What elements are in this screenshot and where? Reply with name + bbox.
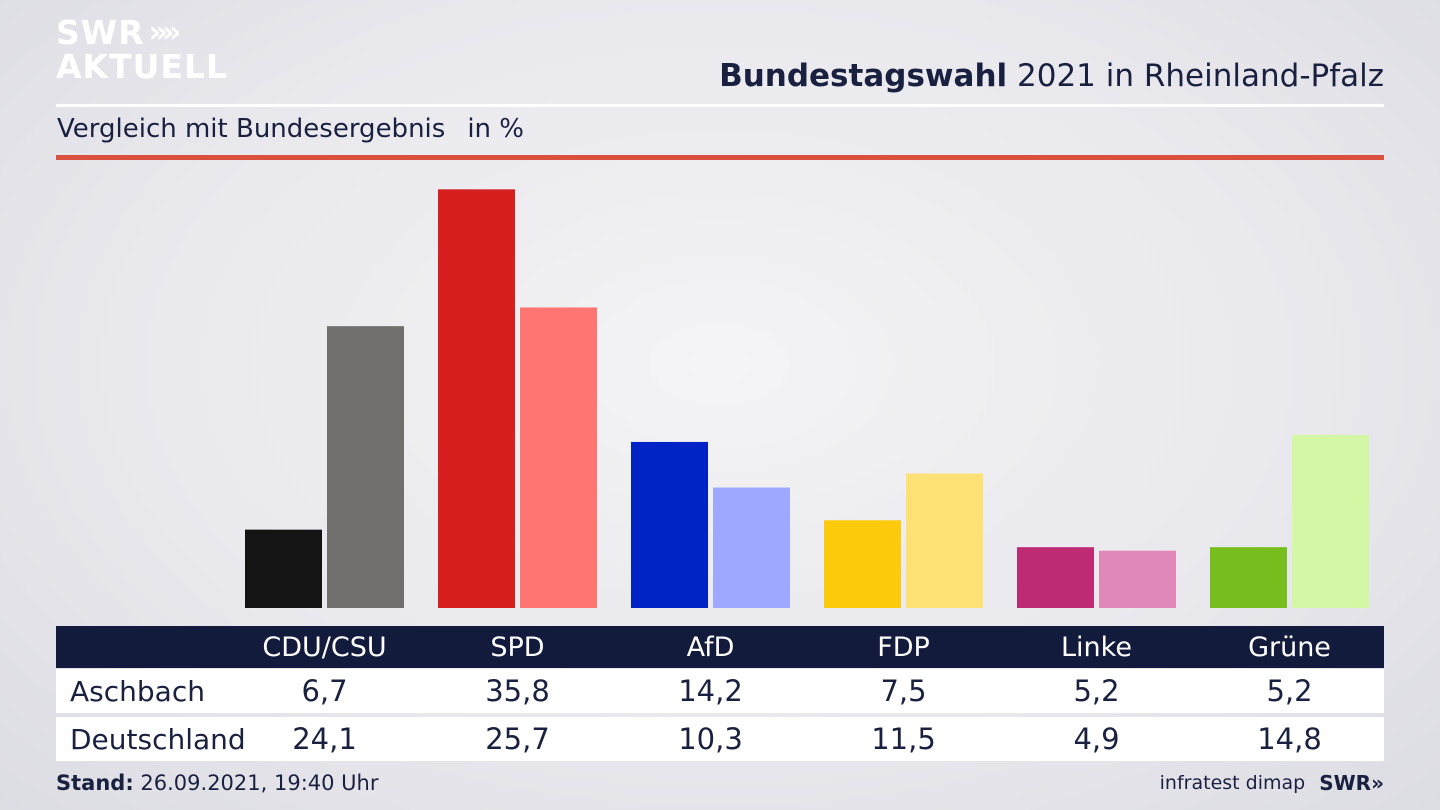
table-row-deutschland: Deutschland 24,1 25,7 10,3 11,5 4,9 14,8 [56, 717, 1384, 761]
category-label-spd: SPD [490, 631, 545, 663]
logo-line1: SWR [56, 13, 145, 52]
category-label-linke: Linke [1061, 631, 1132, 663]
bar-fdp-deutschland [906, 473, 983, 608]
value-fdp-deutschland: 11,5 [871, 722, 936, 756]
source-text: infratest dimap [1159, 772, 1306, 794]
value-cdu-csu-deutschland: 24,1 [292, 722, 357, 756]
bar-fdp-aschbach [824, 520, 901, 608]
subtitle-unit: in % [467, 114, 524, 144]
title-rest: 2021 in Rheinland-Pfalz [1007, 58, 1384, 94]
row-label-aschbach: Aschbach [70, 674, 205, 708]
title-bold: Bundestagswahl [719, 58, 1008, 94]
category-label-gr-ne: Grüne [1248, 631, 1331, 663]
value-gr-ne-deutschland: 14,8 [1257, 722, 1322, 756]
category-label-fdp: FDP [877, 631, 930, 663]
bar-gr-ne-aschbach [1210, 547, 1287, 608]
subtitle-text: Vergleich mit Bundesergebnis [57, 114, 446, 144]
category-label-afd: AfD [686, 631, 735, 663]
bar-linke-aschbach [1017, 547, 1094, 608]
bar-afd-aschbach [631, 441, 708, 608]
value-spd-deutschland: 25,7 [485, 722, 550, 756]
value-afd-aschbach: 14,2 [678, 674, 743, 708]
category-label-cdu-csu: CDU/CSU [262, 631, 387, 663]
bar-spd-deutschland [520, 307, 597, 608]
value-spd-aschbach: 35,8 [485, 674, 550, 708]
footer-stand: Stand: 26.09.2021, 19:40 Uhr [56, 771, 379, 795]
swr-aktuell-logo: SWR»» AKTUELL [56, 16, 228, 84]
title-divider [56, 104, 1384, 107]
subtitle: Vergleich mit Bundesergebnis in % [57, 114, 524, 144]
bar-cdu-csu-deutschland [327, 326, 404, 608]
value-gr-ne-aschbach: 5,2 [1266, 674, 1313, 708]
value-linke-aschbach: 5,2 [1073, 674, 1120, 708]
bar-spd-aschbach [438, 189, 515, 609]
stand-value: 26.09.2021, 19:40 Uhr [133, 771, 379, 795]
stand-label: Stand: [56, 771, 134, 795]
bar-gr-ne-deutschland [1292, 434, 1369, 608]
bar-chart [245, 189, 1369, 609]
table-header: CDU/CSU SPD AfD FDP Linke Grüne [56, 626, 1384, 668]
value-afd-deutschland: 10,3 [678, 722, 743, 756]
bar-cdu-csu-aschbach [245, 529, 322, 608]
value-fdp-aschbach: 7,5 [880, 674, 927, 708]
page-title: Bundestagswahl 2021 in Rheinland-Pfalz [719, 58, 1384, 94]
row-label-deutschland: Deutschland [70, 722, 246, 756]
footer-source: infratest dimap SWR» [1160, 771, 1384, 795]
logo-line2: AKTUELL [56, 47, 229, 86]
swr-brand-logo: SWR» [1319, 771, 1384, 795]
bar-afd-deutschland [713, 487, 790, 608]
subtitle-divider [56, 155, 1384, 160]
bar-linke-deutschland [1099, 550, 1176, 608]
value-cdu-csu-aschbach: 6,7 [301, 674, 348, 708]
value-linke-deutschland: 4,9 [1073, 722, 1120, 756]
table-row-aschbach: Aschbach 6,7 35,8 14,2 7,5 5,2 5,2 [56, 669, 1384, 713]
